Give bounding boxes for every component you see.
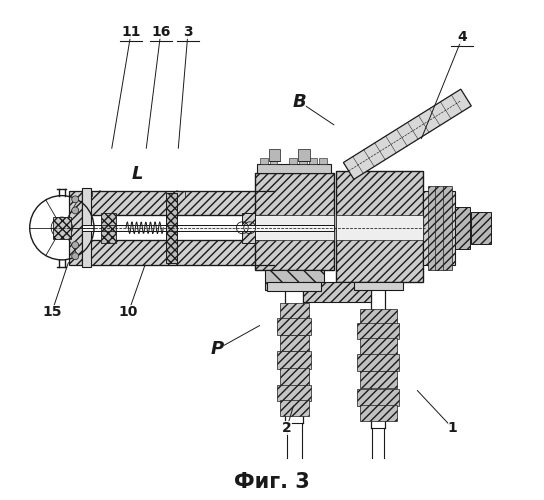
Bar xyxy=(298,148,310,161)
Circle shape xyxy=(72,252,79,260)
Bar xyxy=(336,216,423,240)
Bar xyxy=(101,213,116,242)
Bar xyxy=(354,282,403,290)
Text: Р: Р xyxy=(211,340,224,358)
Text: L: L xyxy=(132,165,143,183)
Bar xyxy=(269,158,277,164)
Bar xyxy=(280,334,308,351)
Bar xyxy=(82,188,90,268)
Bar xyxy=(277,385,311,401)
Bar xyxy=(255,216,334,240)
Circle shape xyxy=(72,207,79,214)
Text: 15: 15 xyxy=(42,305,61,319)
Circle shape xyxy=(72,196,79,203)
Bar xyxy=(82,190,275,216)
Text: 2: 2 xyxy=(282,421,292,435)
Bar xyxy=(303,282,372,302)
Bar xyxy=(242,213,255,242)
Text: 16: 16 xyxy=(151,26,170,40)
Bar xyxy=(357,389,399,406)
Bar xyxy=(280,368,308,386)
Bar xyxy=(423,190,455,265)
Text: 1: 1 xyxy=(448,421,458,435)
Bar xyxy=(166,192,177,263)
Text: Фиг. 3: Фиг. 3 xyxy=(234,472,310,492)
Bar xyxy=(360,338,397,355)
Bar xyxy=(455,206,470,249)
Bar xyxy=(53,217,71,238)
Bar xyxy=(277,351,311,368)
Bar xyxy=(471,212,491,244)
Bar xyxy=(82,240,275,265)
Bar xyxy=(257,164,331,173)
Bar xyxy=(336,171,423,282)
Polygon shape xyxy=(343,89,471,180)
Bar xyxy=(259,158,268,164)
Text: 4: 4 xyxy=(458,30,467,44)
Bar xyxy=(443,186,453,270)
Circle shape xyxy=(72,242,79,248)
Bar xyxy=(435,186,445,270)
Bar xyxy=(280,304,308,319)
Bar xyxy=(267,282,322,291)
Bar xyxy=(289,158,297,164)
Bar xyxy=(69,190,82,265)
Bar xyxy=(255,174,334,270)
Text: 11: 11 xyxy=(121,26,141,40)
Bar xyxy=(82,224,334,231)
Bar xyxy=(309,158,317,164)
Bar xyxy=(360,371,397,388)
Bar xyxy=(264,270,324,289)
Bar xyxy=(428,186,437,270)
Text: 3: 3 xyxy=(183,26,193,40)
Bar xyxy=(357,354,399,371)
Bar xyxy=(277,318,311,335)
Bar xyxy=(357,323,399,339)
Text: В: В xyxy=(292,92,306,110)
Bar xyxy=(269,148,280,161)
Bar xyxy=(360,310,397,324)
Bar xyxy=(299,158,307,164)
Bar xyxy=(280,400,308,415)
Text: 10: 10 xyxy=(119,305,138,319)
Bar xyxy=(319,158,327,164)
Bar xyxy=(360,405,397,420)
